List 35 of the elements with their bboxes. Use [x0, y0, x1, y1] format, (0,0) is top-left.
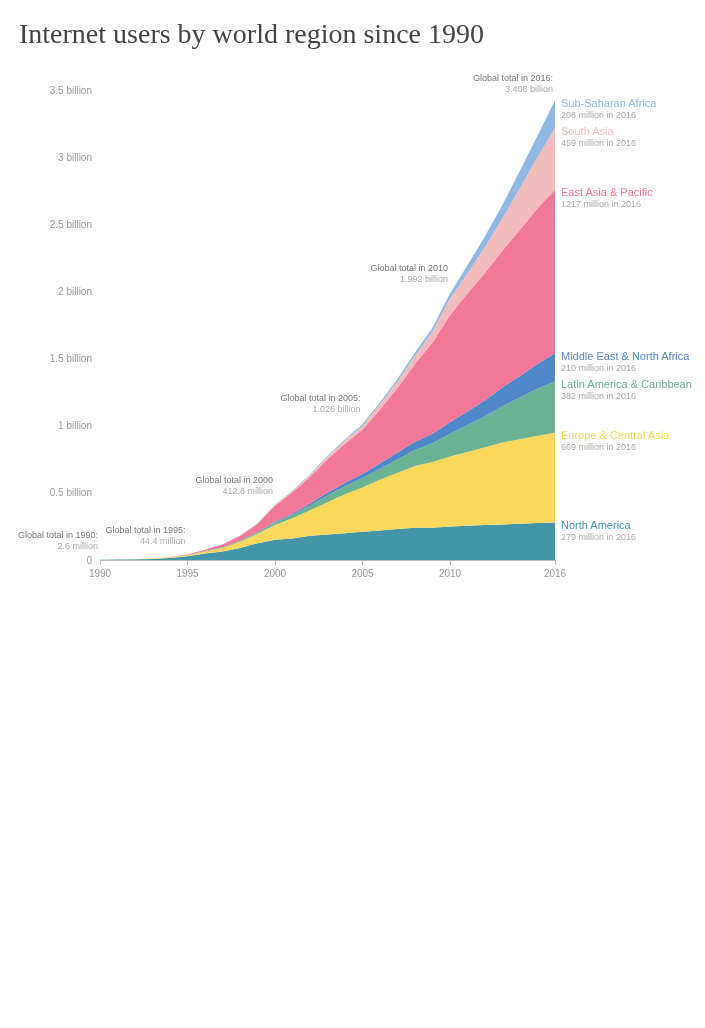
x-tick-label: 2000: [263, 567, 287, 579]
series-label: Europe & Central Asia: [561, 429, 671, 442]
annotation: Global total in 2016: 3.408 billion: [472, 72, 553, 94]
x-tick-label: 1990: [88, 567, 112, 579]
annotation: Global total in 2000 412.8 million: [195, 475, 273, 497]
x-tick-label: 2010: [438, 567, 462, 579]
series-label: Middle East & North Africa: [561, 349, 691, 362]
y-tick-label: 1 billion: [58, 420, 92, 432]
annotation: 382 million in 2016: [561, 390, 637, 401]
annotation: Global total in 2010 1.992 billion: [370, 263, 448, 284]
annotation: Global total in 1990: 2.6 million: [17, 530, 98, 552]
x-tick-label: 2016: [543, 567, 567, 579]
chart-title: Internet users by world region since 1990: [19, 17, 484, 49]
y-tick-label: 0: [86, 554, 93, 566]
annotation: 459 million in 2016: [561, 137, 637, 148]
annotation: 208 million in 2016: [561, 109, 637, 120]
annotation: 669 million in 2016: [561, 442, 637, 453]
y-tick-label: 2.5 billion: [49, 218, 92, 230]
series-label: South Asia: [561, 124, 615, 137]
series-label: East Asia & Pacific: [561, 186, 654, 199]
y-tick-label: 3.5 billion: [49, 84, 92, 96]
y-tick-label: 1.5 billion: [49, 353, 92, 365]
annotation: Global total in 2005: 1.026 billion: [280, 392, 361, 414]
y-tick-label: 3 billion: [58, 151, 92, 163]
annotation: 210 million in 2016: [561, 362, 637, 373]
annotation: 279 million in 2016: [561, 532, 637, 543]
series-label: Sub-Saharan Africa: [561, 96, 658, 109]
series-label: North America: [561, 519, 632, 532]
x-tick-label: 2005: [351, 567, 375, 579]
y-tick-label: 0.5 billion: [49, 487, 92, 499]
x-tick-label: 1995: [176, 567, 200, 579]
annotation: Global total in 1995: 44.4 million: [105, 524, 186, 546]
series-label: Latin America & Caribbean: [561, 377, 692, 390]
y-tick-label: 2 billion: [58, 285, 92, 297]
annotation: 1217 million in 2016: [561, 199, 642, 210]
